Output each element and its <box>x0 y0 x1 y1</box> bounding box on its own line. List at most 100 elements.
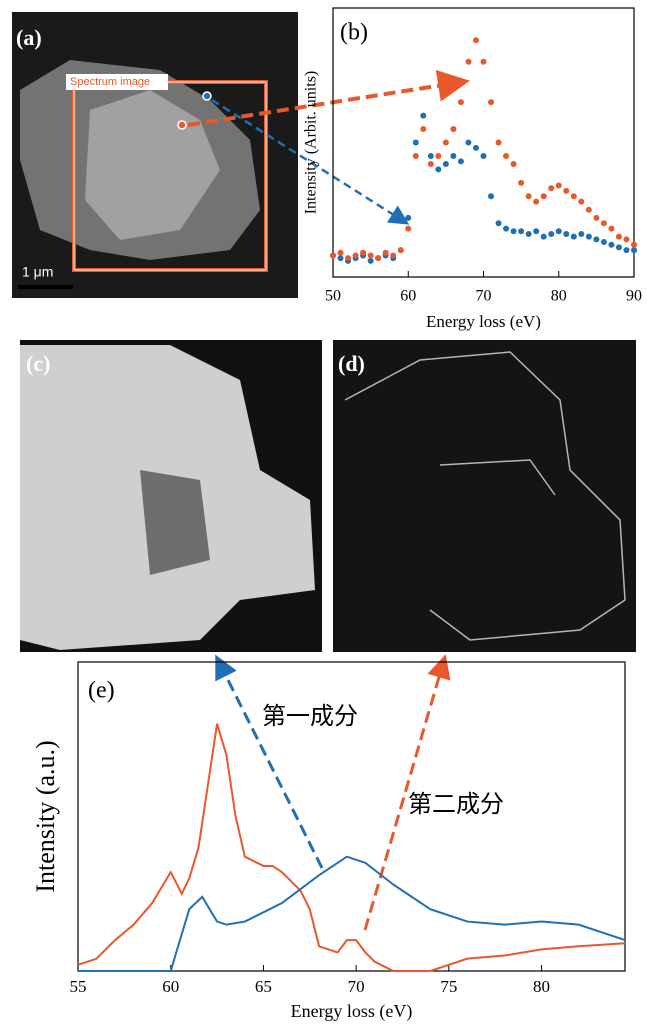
panel-c: (c) <box>20 340 322 652</box>
data-point <box>465 140 471 146</box>
y-axis-label: Intensity (Arbit. units) <box>303 71 320 215</box>
data-point <box>556 183 562 189</box>
data-point <box>413 140 419 146</box>
data-point <box>518 180 524 186</box>
image-d <box>333 340 636 652</box>
data-point <box>481 59 487 65</box>
annotation: 第二成分 <box>408 790 504 818</box>
data-point <box>586 234 592 240</box>
data-point <box>496 140 502 146</box>
data-point <box>473 145 479 151</box>
x-tick-label: 65 <box>255 977 272 996</box>
data-point <box>353 252 359 258</box>
data-point <box>488 99 494 105</box>
data-point <box>481 153 487 159</box>
data-point <box>548 231 554 237</box>
arrow <box>218 660 322 868</box>
x-tick-label: 90 <box>626 288 642 305</box>
y-axis-label: Intensity (a.u.) <box>31 740 60 892</box>
panel-a: Spectrum image (a) 1 μm <box>12 12 298 298</box>
data-point <box>420 126 426 132</box>
x-tick-label: 60 <box>400 288 416 305</box>
panel-d: (d) <box>333 340 636 652</box>
data-point <box>473 37 479 43</box>
data-point <box>578 231 584 237</box>
panel-label: (b) <box>340 20 368 46</box>
data-point <box>390 252 396 258</box>
data-point <box>511 228 517 234</box>
data-point <box>511 161 517 167</box>
data-point <box>435 153 441 159</box>
data-point <box>428 161 434 167</box>
data-point <box>593 215 599 221</box>
data-point <box>443 140 449 146</box>
data-point <box>541 234 547 240</box>
x-axis-label: Energy loss (eV) <box>291 1001 413 1022</box>
data-point <box>631 242 637 248</box>
data-line <box>78 724 625 971</box>
data-point <box>548 185 554 191</box>
annotation: 第一成分 <box>262 702 358 730</box>
panel-label: (d) <box>338 351 365 376</box>
data-point <box>503 226 509 232</box>
panel-label: (c) <box>26 351 50 376</box>
data-point <box>443 161 449 167</box>
figure: Spectrum image (a) 1 μm (c) (d) 50 60 70 80… <box>0 0 647 1025</box>
data-point <box>533 228 539 234</box>
data-point <box>428 153 434 159</box>
data-point <box>465 59 471 65</box>
x-axis-label: Energy loss (eV) <box>426 312 541 331</box>
data-point <box>458 158 464 164</box>
data-point <box>488 193 494 199</box>
data-point <box>435 166 441 172</box>
data-point <box>556 228 562 234</box>
x-tick-label: 50 <box>325 288 341 305</box>
data-point <box>338 255 344 261</box>
data-point <box>338 250 344 256</box>
x-tick-label: 70 <box>348 977 365 996</box>
scale-bar <box>18 285 73 289</box>
data-point <box>420 113 426 119</box>
x-tick-label: 70 <box>476 288 492 305</box>
point-orange <box>178 121 186 129</box>
x-tick-label: 60 <box>162 977 179 996</box>
data-point <box>405 226 411 232</box>
data-point <box>631 247 637 253</box>
data-point <box>345 255 351 261</box>
annotation: Spectrum image <box>70 76 150 88</box>
data-point <box>375 255 381 261</box>
x-tick-label: 55 <box>70 977 87 996</box>
data-point <box>601 239 607 245</box>
data-point <box>623 236 629 242</box>
data-point <box>458 99 464 105</box>
data-point <box>601 220 607 226</box>
data-point <box>526 193 532 199</box>
x-tick-label: 75 <box>440 977 457 996</box>
data-point <box>450 153 456 159</box>
data-line <box>78 857 625 971</box>
data-point <box>616 244 622 250</box>
scale-label: 1 μm <box>22 264 53 280</box>
data-point <box>368 258 374 264</box>
data-point <box>541 193 547 199</box>
data-point <box>368 252 374 258</box>
data-point <box>533 199 539 205</box>
data-point <box>586 207 592 213</box>
data-point <box>413 153 419 159</box>
data-point <box>616 234 622 240</box>
data-point <box>398 247 404 253</box>
data-point <box>571 193 577 199</box>
data-point <box>383 250 389 256</box>
data-point <box>526 231 532 237</box>
data-point <box>330 252 336 258</box>
map <box>140 470 210 575</box>
x-tick-label: 80 <box>533 977 550 996</box>
panel-label: (a) <box>16 25 42 50</box>
data-point <box>405 215 411 221</box>
data-point <box>571 234 577 240</box>
x-tick-label: 80 <box>551 288 567 305</box>
data-point <box>360 250 366 256</box>
data-point <box>608 242 614 248</box>
data-point <box>563 231 569 237</box>
point-blue <box>203 92 211 100</box>
